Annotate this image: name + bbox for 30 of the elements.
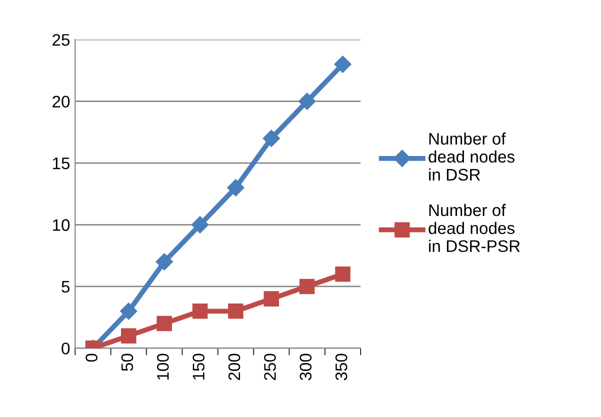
x-tick-label: 150 (192, 354, 204, 380)
y-tick-label: 15 (53, 158, 70, 170)
point (264, 291, 280, 306)
legend-label: Number of dead nodes in DSR-PSR (428, 204, 520, 252)
point (121, 328, 136, 344)
point (299, 278, 315, 294)
point (228, 304, 244, 319)
point (120, 302, 138, 320)
y-tick-label: 25 (52, 34, 70, 46)
point (227, 179, 244, 196)
x-tick-label: 50 (121, 354, 134, 371)
x-tick-label: 0 (86, 354, 98, 362)
point (192, 304, 208, 319)
x-tick-label: 350 (335, 354, 348, 380)
x-tick-label: 200 (228, 354, 240, 380)
y-tick-label: 5 (62, 281, 70, 293)
x-tick-label: 250 (264, 354, 276, 380)
point (156, 316, 172, 332)
x-tick-label: 300 (300, 354, 312, 380)
y-tick-label: 10 (53, 219, 70, 231)
x-tick-label: 100 (157, 354, 169, 380)
point (334, 56, 352, 73)
point (298, 92, 316, 110)
point (262, 130, 280, 147)
point (191, 216, 209, 234)
y-tick-label: 20 (52, 96, 70, 108)
point (156, 253, 173, 270)
point (335, 266, 350, 282)
legend-label: Number of dead nodes in DSR (428, 132, 514, 181)
y-tick-label: 0 (62, 342, 70, 354)
